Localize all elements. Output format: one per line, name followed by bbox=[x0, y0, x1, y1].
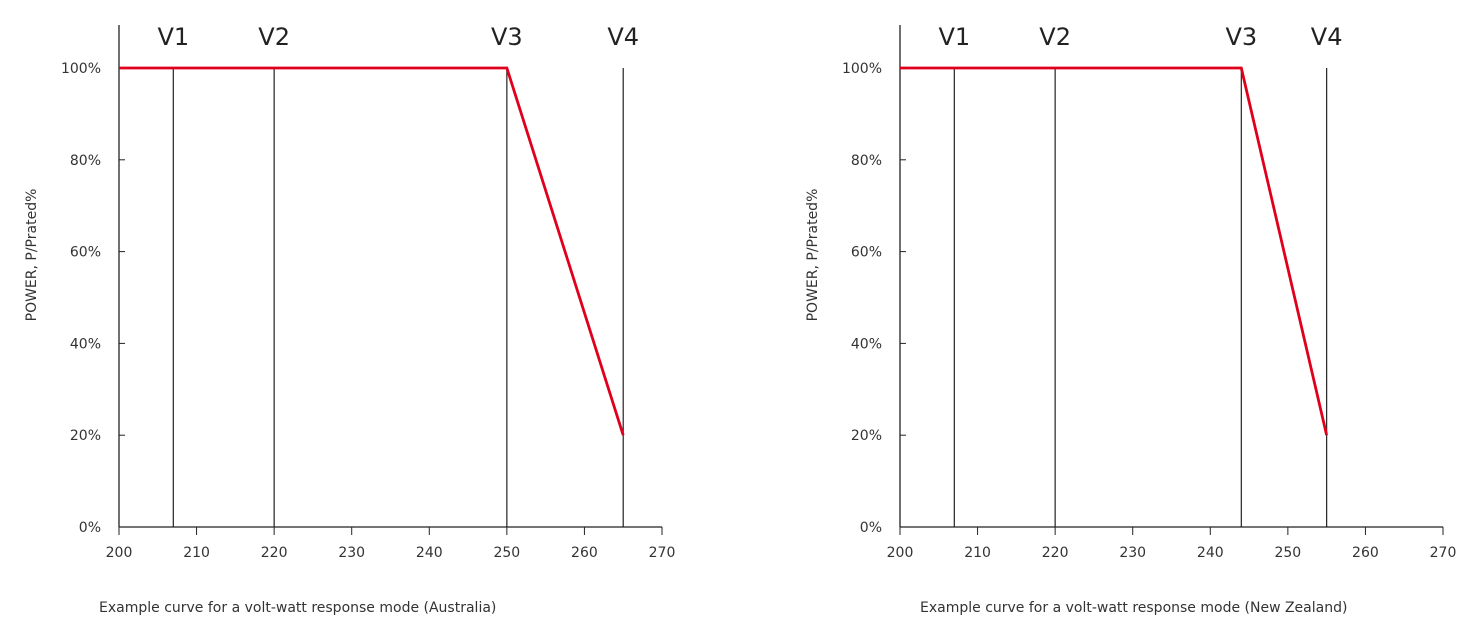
x-tick-label: 250 bbox=[493, 545, 520, 561]
y-tick-label: 0% bbox=[79, 520, 101, 536]
marker-label-v1: V1 bbox=[157, 23, 189, 51]
chart-2: 200 210 220 230 240 250 260 270 0% 20% 40% 60% 80% 10… bbox=[805, 23, 1456, 616]
x-tick-label: 210 bbox=[183, 545, 210, 561]
x-tick-label: 200 bbox=[106, 545, 133, 561]
marker-label-v1: V1 bbox=[938, 23, 970, 51]
x-tick-label: 210 bbox=[964, 545, 991, 561]
y-tick-label: 80% bbox=[851, 153, 882, 169]
x-tick-label: 240 bbox=[416, 545, 443, 561]
y-tick-label: 40% bbox=[851, 336, 882, 352]
marker-label-v3: V3 bbox=[1225, 23, 1257, 51]
x-tick-label: 260 bbox=[1352, 545, 1379, 561]
x-tick-label: 230 bbox=[1119, 545, 1146, 561]
chart-caption: Example curve for a volt-watt response m… bbox=[99, 600, 496, 616]
power-curve bbox=[119, 66, 625, 436]
x-tick-label: 220 bbox=[1042, 545, 1069, 561]
y-tick-label: 100% bbox=[842, 61, 882, 77]
x-tick-label: 230 bbox=[338, 545, 365, 561]
marker-label-v4: V4 bbox=[1311, 23, 1343, 51]
y-tick-label: 80% bbox=[70, 153, 101, 169]
marker-label-v2: V2 bbox=[258, 23, 290, 51]
x-tick-label: 270 bbox=[649, 545, 676, 561]
y-tick-label: 20% bbox=[70, 428, 101, 444]
y-tick-label: 40% bbox=[70, 336, 101, 352]
y-tick-label: 20% bbox=[851, 428, 882, 444]
y-tick-label: 60% bbox=[851, 245, 882, 261]
power-curve bbox=[900, 66, 1329, 436]
x-tick-label: 260 bbox=[571, 545, 598, 561]
y-tick-label: 60% bbox=[70, 245, 101, 261]
x-tick-label: 240 bbox=[1197, 545, 1224, 561]
x-tick-label: 200 bbox=[887, 545, 914, 561]
x-tick-label: 250 bbox=[1274, 545, 1301, 561]
marker-label-v4: V4 bbox=[607, 23, 639, 51]
chart-1: 200 210 220 230 240 250 260 270 0% 20% 40% 60% 80% 10… bbox=[24, 23, 675, 616]
marker-label-v3: V3 bbox=[491, 23, 523, 51]
y-axis-label: POWER, P/Prated% bbox=[805, 189, 821, 322]
x-tick-label: 270 bbox=[1430, 545, 1457, 561]
y-axis-label: POWER, P/Prated% bbox=[24, 189, 40, 322]
marker-label-v2: V2 bbox=[1039, 23, 1071, 51]
y-tick-label: 0% bbox=[860, 520, 882, 536]
chart-caption: Example curve for a volt-watt response m… bbox=[920, 600, 1347, 616]
x-tick-label: 220 bbox=[261, 545, 288, 561]
y-tick-label: 100% bbox=[61, 61, 101, 77]
